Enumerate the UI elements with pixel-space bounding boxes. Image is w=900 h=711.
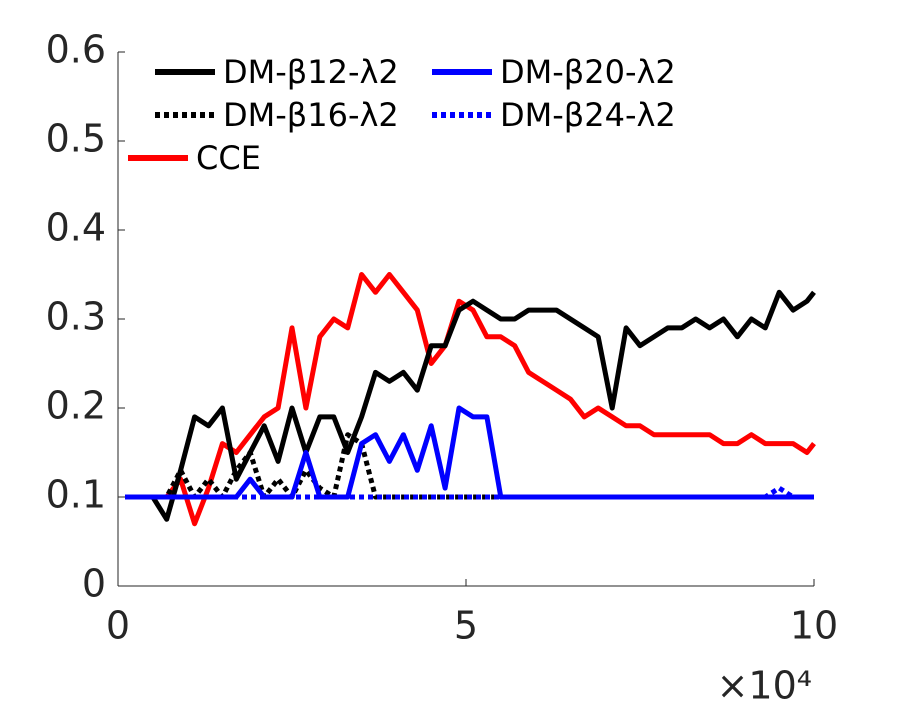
y-tick-label: 0.4 — [46, 206, 106, 250]
y-tick-label: 0.5 — [46, 117, 106, 161]
series-line — [125, 405, 814, 500]
legend-label: DM-β24-λ2 — [500, 96, 676, 134]
x-multiplier: ×10⁴ — [717, 664, 812, 708]
y-tick-label: 0 — [82, 562, 106, 606]
series-line — [125, 272, 816, 527]
legend-label: DM-β16-λ2 — [223, 96, 399, 134]
y-tick-label: 0.2 — [46, 384, 106, 428]
x-tick-label: 5 — [454, 604, 478, 648]
y-tick-label: 0.1 — [46, 473, 106, 517]
series-line — [125, 485, 814, 500]
legend-label: DM-β12-λ2 — [223, 53, 399, 91]
x-tick-label: 10 — [790, 604, 838, 648]
legend-label: DM-β20-λ2 — [500, 53, 676, 91]
y-tick-label: 0.3 — [46, 295, 106, 339]
series-line — [125, 432, 814, 500]
y-tick-label: 0.6 — [46, 28, 106, 72]
series-line — [125, 289, 816, 522]
x-tick-label: 0 — [106, 604, 130, 648]
legend-label: CCE — [196, 139, 261, 177]
